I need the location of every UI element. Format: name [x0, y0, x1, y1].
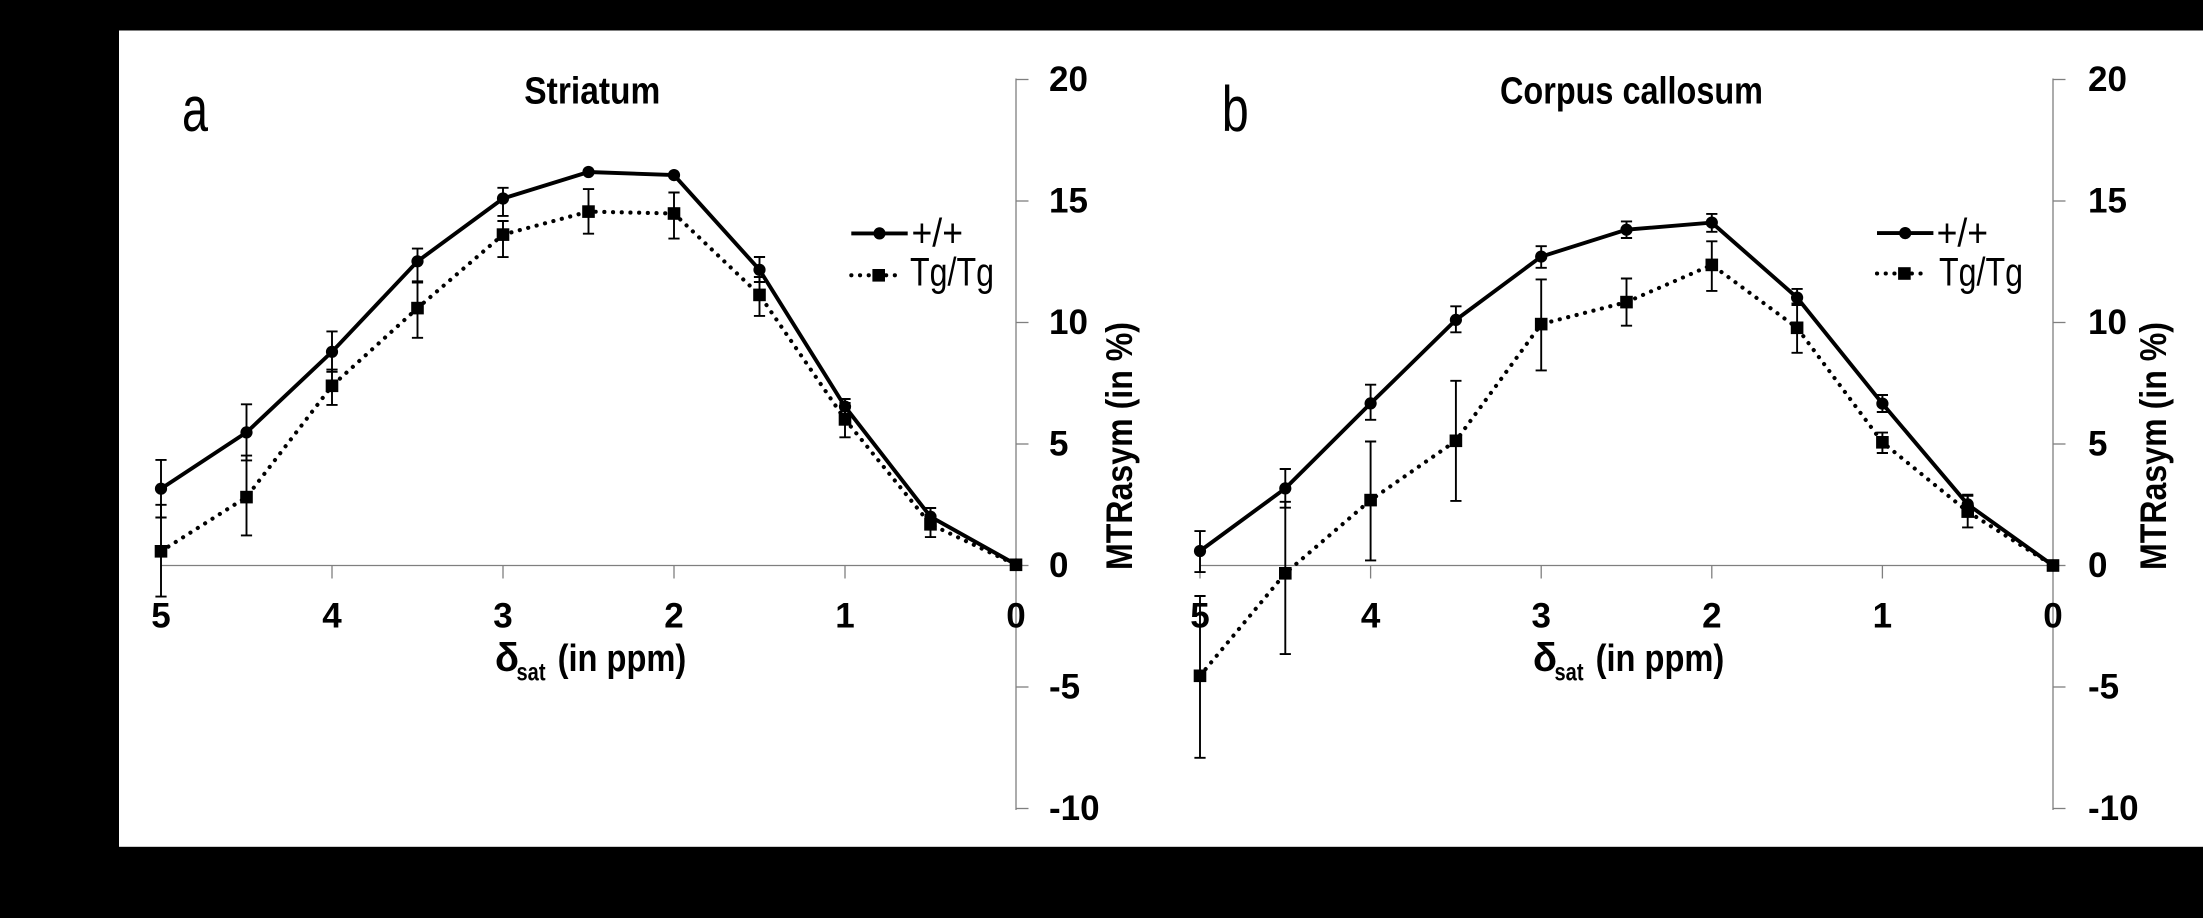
svg-text:10: 10 — [2088, 303, 2127, 342]
svg-text:5: 5 — [1190, 597, 1209, 636]
svg-text:10: 10 — [1049, 303, 1088, 342]
svg-text:2: 2 — [664, 597, 683, 636]
svg-text:(in ppm): (in ppm) — [558, 638, 687, 680]
svg-text:20: 20 — [1049, 60, 1088, 99]
svg-text:-10: -10 — [2088, 789, 2139, 828]
svg-text:-10: -10 — [1049, 789, 1100, 828]
svg-text:5: 5 — [1049, 424, 1068, 463]
svg-text:0: 0 — [2088, 546, 2107, 585]
svg-text:3: 3 — [1531, 597, 1550, 636]
svg-text:4: 4 — [322, 597, 342, 636]
svg-text:5: 5 — [2088, 424, 2107, 463]
svg-text:+/+: +/+ — [1937, 212, 1989, 256]
svg-text:sat: sat — [517, 659, 547, 687]
svg-text:(in ppm): (in ppm) — [1596, 638, 1725, 680]
svg-text:15: 15 — [2088, 181, 2127, 220]
svg-text:Tg/Tg: Tg/Tg — [1939, 251, 2023, 295]
svg-text:3: 3 — [493, 597, 512, 636]
svg-text:20: 20 — [2088, 60, 2127, 99]
svg-text:2: 2 — [1702, 597, 1721, 636]
svg-text:Striatum: Striatum — [524, 71, 660, 113]
svg-text:δ: δ — [1533, 636, 1557, 680]
svg-text:Tg/Tg: Tg/Tg — [910, 251, 994, 295]
svg-text:+/+: +/+ — [912, 212, 964, 256]
svg-text:0: 0 — [2043, 597, 2062, 636]
svg-text:MTRasym (in %): MTRasym (in %) — [1099, 322, 1140, 570]
svg-text:δ: δ — [495, 636, 519, 680]
svg-text:b: b — [1222, 73, 1249, 145]
svg-text:sat: sat — [1555, 659, 1585, 687]
svg-text:a: a — [182, 73, 208, 145]
svg-text:Corpus callosum: Corpus callosum — [1500, 71, 1763, 113]
svg-text:-5: -5 — [2088, 667, 2119, 706]
svg-text:0: 0 — [1006, 597, 1025, 636]
svg-text:15: 15 — [1049, 181, 1088, 220]
svg-text:0: 0 — [1049, 546, 1068, 585]
svg-text:4: 4 — [1361, 597, 1381, 636]
svg-text:-5: -5 — [1049, 667, 1080, 706]
svg-text:5: 5 — [151, 597, 170, 636]
svg-text:MTRasym (in %): MTRasym (in %) — [2133, 322, 2174, 570]
svg-text:1: 1 — [835, 597, 854, 636]
svg-text:1: 1 — [1873, 597, 1892, 636]
